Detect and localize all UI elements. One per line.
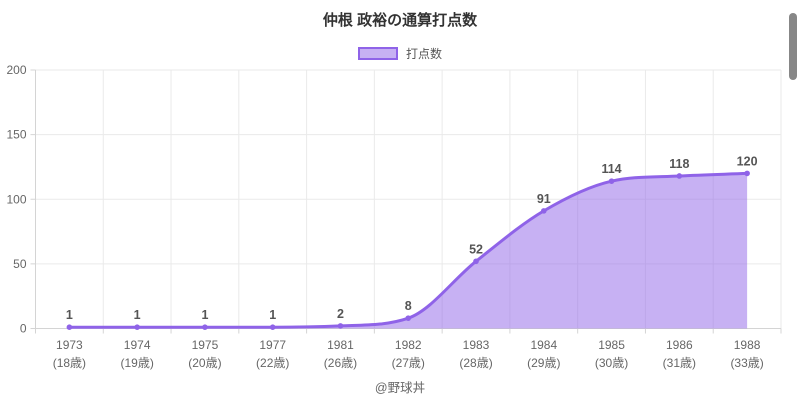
svg-text:1984: 1984 [530, 338, 557, 352]
svg-text:150: 150 [6, 128, 26, 142]
svg-text:(29歳): (29歳) [527, 356, 560, 370]
svg-text:(20歳): (20歳) [188, 356, 221, 370]
svg-text:1985: 1985 [598, 338, 625, 352]
scrollbar[interactable] [787, 0, 799, 400]
svg-text:1975: 1975 [192, 338, 219, 352]
svg-text:1981: 1981 [327, 338, 354, 352]
svg-text:(31歳): (31歳) [663, 356, 696, 370]
svg-text:(26歳): (26歳) [324, 356, 357, 370]
legend-label: 打点数 [405, 47, 442, 61]
svg-text:1988: 1988 [734, 338, 761, 352]
svg-text:(30歳): (30歳) [595, 356, 628, 370]
chart-title: 仲根 政裕の通算打点数 [322, 12, 478, 29]
scrollbar-thumb[interactable] [789, 13, 797, 80]
svg-text:(33歳): (33歳) [730, 356, 763, 370]
svg-text:(28歳): (28歳) [459, 356, 492, 370]
svg-text:2: 2 [337, 307, 344, 321]
legend-swatch [357, 47, 398, 60]
svg-text:8: 8 [405, 299, 412, 313]
svg-text:200: 200 [6, 63, 26, 77]
svg-text:118: 118 [669, 157, 689, 171]
svg-text:(27歳): (27歳) [392, 356, 425, 370]
svg-text:1977: 1977 [259, 338, 286, 352]
svg-text:0: 0 [20, 322, 27, 336]
svg-text:1: 1 [269, 308, 276, 322]
svg-text:1: 1 [66, 308, 73, 322]
legend-item-rbi[interactable]: 打点数 [0, 45, 800, 62]
svg-text:1973: 1973 [56, 338, 83, 352]
svg-text:1982: 1982 [395, 338, 422, 352]
svg-text:(19歳): (19歳) [120, 356, 153, 370]
svg-text:1: 1 [201, 308, 208, 322]
svg-text:91: 91 [537, 192, 551, 206]
credit-text: @野球丼 [374, 381, 426, 395]
svg-text:52: 52 [469, 242, 483, 256]
svg-text:50: 50 [13, 257, 27, 271]
svg-text:114: 114 [601, 162, 621, 176]
svg-text:1983: 1983 [463, 338, 490, 352]
svg-text:1986: 1986 [666, 338, 693, 352]
svg-text:1: 1 [134, 308, 141, 322]
svg-text:120: 120 [737, 154, 758, 168]
svg-text:1974: 1974 [124, 338, 151, 352]
svg-text:100: 100 [6, 192, 26, 206]
svg-text:(22歳): (22歳) [256, 356, 289, 370]
svg-text:(18歳): (18歳) [53, 356, 86, 370]
